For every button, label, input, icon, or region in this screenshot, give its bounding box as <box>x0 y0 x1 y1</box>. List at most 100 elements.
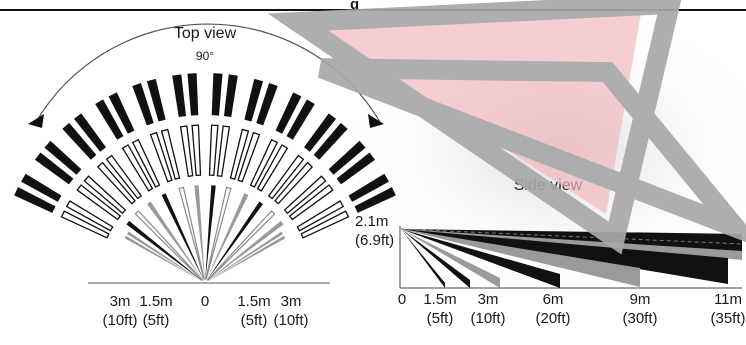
mid-zone-outline <box>229 128 250 180</box>
far-zone-segment <box>256 83 278 126</box>
far-zone-segment <box>73 113 107 152</box>
near-zone-ray <box>146 201 203 280</box>
near-zone-ray <box>205 186 232 280</box>
mid-zone-outline <box>208 124 219 177</box>
mid-zone-outline <box>237 131 261 183</box>
far-zone-segment <box>354 187 396 213</box>
near-zone-ray <box>206 193 249 280</box>
mid-zone-outline <box>274 161 314 205</box>
near-zone-ray <box>161 193 204 280</box>
near-zone-ray <box>207 201 264 280</box>
far-zone-segment <box>132 83 154 126</box>
mid-zone-outline <box>256 144 289 192</box>
side-axis-label-m: 1.5m <box>423 291 456 308</box>
top-view-fan <box>14 73 396 282</box>
side-zone-beam <box>401 229 640 287</box>
near-zone-ray <box>127 231 202 281</box>
top-view: Top view 90° 3m(10ft)1.5m(5ft)0 1.5m(5ft)… <box>14 23 396 329</box>
near-zone-ray <box>208 231 283 281</box>
top-axis-label-ft: (10ft) <box>273 312 308 329</box>
top-axis-label-m: 3m <box>281 293 302 310</box>
angle-label: 90° <box>196 49 214 63</box>
far-zone-segment <box>336 152 376 185</box>
far-zone-segment <box>21 173 62 202</box>
side-zone-beam <box>401 229 470 288</box>
side-axis-label-m: 11m <box>714 291 742 308</box>
near-zone-ray <box>178 186 205 280</box>
far-zone-segment <box>34 152 74 185</box>
side-axis-label-ft: (30ft) <box>622 310 657 327</box>
top-axis-label-m: 0 <box>201 293 209 310</box>
near-zone-ray <box>124 235 202 282</box>
near-zone-ray <box>205 185 216 280</box>
top-axis-label-ft: (5ft) <box>241 312 268 329</box>
side-axis-label-ft: (10ft) <box>470 310 505 327</box>
mid-zone-outline <box>267 154 305 200</box>
top-axis-label-m: 1.5m <box>237 293 270 310</box>
side-view: Side view 2.1m (6.9ft) 0 1.5m(5ft)3m(10ft… <box>355 177 746 327</box>
mid-zone-outline <box>76 184 122 221</box>
mid-zone-outline <box>65 200 114 232</box>
top-view-title: Top view <box>174 25 237 42</box>
side-view-fan <box>400 228 743 288</box>
top-axis-label-m: 3m <box>110 293 131 310</box>
top-axis-label-ft: (10ft) <box>102 312 137 329</box>
far-zone-segment <box>62 122 97 160</box>
near-zone-ray <box>194 185 205 280</box>
side-axis-label-ft: (5ft) <box>427 310 454 327</box>
far-zone-segment <box>108 92 135 134</box>
far-zone-segment <box>286 99 315 140</box>
top-axis-label-ft: (5ft) <box>143 312 170 329</box>
mid-zone-outline <box>288 184 334 221</box>
mid-zone-outline <box>149 131 173 183</box>
side-axis-label-m: 0 <box>398 291 406 308</box>
watermark <box>267 0 746 255</box>
mid-zone-outline <box>131 138 161 188</box>
side-axis-label-m: 6m <box>543 291 564 308</box>
watermark-frame-front <box>317 58 746 251</box>
mid-zone-outline <box>121 144 154 192</box>
mid-zone-outline <box>160 128 181 180</box>
near-zone-ray <box>206 210 276 282</box>
near-zone-ray <box>134 210 204 282</box>
side-zone-beam <box>401 229 445 288</box>
side-axis-label-m: 9m <box>630 291 651 308</box>
mid-zone-outline <box>191 124 202 177</box>
mid-zone-outline <box>105 154 143 200</box>
far-zone-segment <box>172 74 187 118</box>
mid-zone-outline <box>296 200 345 232</box>
far-zone-segment <box>275 92 302 134</box>
height-label-ft: (6.9ft) <box>355 232 394 249</box>
side-zone-beam <box>401 229 500 288</box>
mid-zone-outline <box>283 175 327 215</box>
near-zone-ray <box>126 220 202 281</box>
near-zone-ray <box>208 220 284 281</box>
far-zone-segment <box>303 113 337 152</box>
arc-arrow-left-icon <box>28 114 44 128</box>
height-label-m: 2.1m <box>355 213 388 230</box>
far-zone-segment <box>244 78 264 122</box>
top-view-axis-labels: 3m(10ft)1.5m(5ft)0 1.5m(5ft)3m(10ft) <box>102 293 308 329</box>
far-zone-segment <box>313 122 348 160</box>
far-zone-segment <box>223 74 238 118</box>
far-zone-segment <box>187 73 199 116</box>
side-axis-label-ft: (20ft) <box>535 310 570 327</box>
top-axis-label-m: 1.5m <box>139 293 172 310</box>
side-zone-beam <box>401 229 560 288</box>
near-zone-ray <box>208 235 286 282</box>
mid-zone-outline <box>300 210 350 239</box>
side-axis-label-m: 3m <box>478 291 499 308</box>
far-zone-segment <box>146 78 166 122</box>
angle-label-bg <box>190 49 220 63</box>
mid-zone-outline <box>60 210 110 239</box>
side-axis-label-ft: (35ft) <box>710 310 745 327</box>
far-zone-segment <box>95 99 124 140</box>
arc-arrow-right-icon <box>368 114 384 128</box>
mid-zone-outline <box>216 125 231 178</box>
far-zone-segment <box>211 73 223 116</box>
side-zone-guide <box>400 228 743 245</box>
header-title-fragment: g <box>350 0 359 13</box>
side-view-axis-labels: 0 1.5m (5ft) 3m (10ft) 6m (20ft) 9m (30ft) 11m (35… <box>398 291 746 327</box>
